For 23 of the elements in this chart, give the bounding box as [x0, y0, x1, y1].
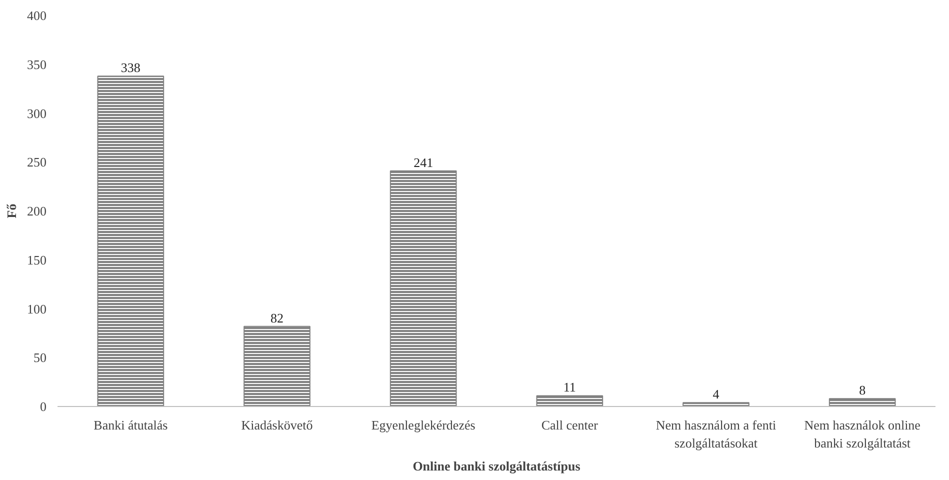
y-tick-label: 150: [27, 252, 46, 268]
x-tick-label: Egyenleglekérdezés: [371, 418, 476, 432]
data-label: 338: [120, 60, 140, 76]
y-tick-label: 400: [27, 8, 46, 23]
data-label: 82: [270, 310, 284, 326]
y-tick-label: 100: [27, 301, 46, 316]
x-tick-label: Kiadáskövető: [241, 418, 313, 432]
y-axis-title: Fő: [4, 203, 19, 218]
y-tick-label: 350: [27, 56, 46, 72]
data-label: 241: [414, 154, 434, 170]
x-tick-label: Banki átutalás: [94, 418, 168, 432]
data-label: 11: [563, 380, 576, 395]
data-label: 8: [859, 382, 866, 398]
y-tick-label: 250: [27, 154, 46, 170]
x-tick-label: Nem használom a fenti szolgáltatásokat: [656, 418, 776, 450]
y-tick-label: 200: [27, 204, 46, 218]
y-tick-label: 50: [34, 350, 46, 366]
x-tick-label: Nem használok online banki szolgáltatást: [804, 418, 921, 450]
x-tick-label: Call center: [541, 418, 599, 432]
y-tick-label: 0: [40, 399, 46, 414]
y-tick-label: 300: [27, 106, 46, 121]
x-axis-title: Online banki szolgáltatástípus: [412, 458, 580, 474]
data-label: 4: [712, 386, 720, 402]
